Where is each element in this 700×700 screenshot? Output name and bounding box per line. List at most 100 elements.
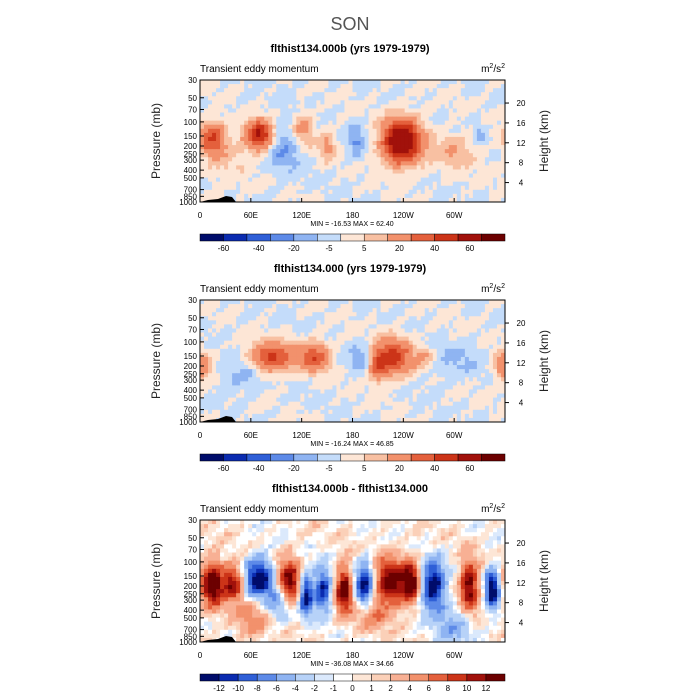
contour-cell	[284, 405, 289, 411]
contour-cell	[360, 520, 365, 525]
contour-cell	[468, 193, 474, 199]
contour-cell	[264, 312, 269, 317]
contour-cell	[492, 528, 498, 533]
left-label: Transient eddy momentum	[200, 504, 319, 515]
contour-cell	[400, 389, 406, 394]
contour-cell	[416, 352, 422, 358]
contour-cell	[488, 397, 494, 403]
contour-cell	[324, 328, 329, 333]
contour-cell	[316, 316, 321, 321]
contour-cell	[228, 149, 233, 154]
contour-cell	[344, 385, 349, 390]
contour-cell	[288, 356, 293, 362]
y2-tick-label: 12	[517, 359, 526, 368]
contour-cell	[384, 136, 390, 142]
contour-cell	[264, 344, 269, 350]
contour-cell	[340, 348, 345, 354]
contour-cell	[228, 324, 233, 329]
contour-cell	[260, 381, 265, 386]
contour-cell	[500, 373, 506, 378]
contour-cell	[472, 173, 478, 178]
contour-cell	[252, 88, 257, 93]
contour-cell	[364, 409, 369, 415]
contour-cell	[356, 320, 361, 325]
contour-cell	[208, 393, 213, 398]
contour-cell	[260, 304, 265, 309]
contour-cell	[416, 177, 422, 183]
contour-cell	[328, 336, 333, 342]
contour-cell	[336, 173, 341, 178]
contour-cell	[444, 100, 450, 105]
contour-cell	[404, 153, 410, 158]
contour-cell	[212, 136, 217, 142]
contour-cell	[272, 88, 277, 93]
contour-cell	[404, 157, 410, 162]
contour-cell	[448, 193, 454, 199]
contour-cell	[388, 528, 394, 533]
contour-cell	[480, 381, 486, 386]
contour-cell	[392, 320, 398, 325]
contour-cell	[396, 80, 402, 85]
contour-cell	[484, 92, 490, 97]
contour-cell	[452, 320, 458, 325]
contour-cell	[208, 173, 213, 178]
contour-cell	[216, 300, 221, 305]
contour-cell	[400, 336, 406, 342]
contour-cell	[256, 112, 261, 117]
contour-cell	[220, 116, 225, 122]
contour-cell	[284, 108, 289, 113]
contour-cell	[212, 132, 217, 138]
contour-cell	[348, 132, 353, 138]
contour-cell	[388, 413, 394, 419]
contour-cell	[232, 173, 237, 178]
contour-cell	[500, 312, 506, 317]
contour-cell	[328, 149, 333, 154]
contour-cell	[408, 316, 414, 321]
contour-cell	[256, 409, 261, 415]
contour-cell	[348, 120, 353, 126]
contour-cell	[372, 173, 377, 178]
contour-cell	[384, 365, 390, 370]
contour-cell	[252, 165, 257, 170]
contour-cell	[316, 92, 321, 97]
contour-cell	[244, 88, 249, 93]
contour-cell	[244, 528, 249, 533]
contour-cell	[328, 132, 333, 138]
contour-cell	[440, 352, 446, 358]
contour-cell	[316, 361, 321, 366]
contour-cell	[424, 116, 430, 122]
contour-cell	[200, 185, 205, 191]
contour-cell	[340, 393, 345, 398]
contour-cell	[436, 96, 442, 101]
contour-cell	[224, 389, 229, 394]
contour-cell	[492, 161, 498, 166]
contour-cell	[452, 385, 458, 390]
contour-cell	[252, 108, 257, 113]
contour-cell	[292, 352, 297, 358]
contour-cell	[300, 409, 305, 415]
x-tick-label: 120E	[292, 211, 311, 220]
contour-cell	[280, 169, 285, 174]
contour-cell	[352, 332, 357, 337]
contour-cell	[448, 365, 454, 370]
contour-cell	[484, 381, 490, 386]
contour-cell	[220, 324, 225, 329]
contour-cell	[448, 340, 454, 346]
contour-cell	[320, 145, 325, 150]
contour-cell	[460, 336, 466, 342]
contour-cell	[220, 104, 225, 109]
contour-cell	[496, 520, 502, 525]
contour-cell	[436, 385, 442, 390]
contour-cell	[220, 96, 225, 101]
contour-cell	[372, 520, 377, 525]
contour-cell	[244, 157, 249, 162]
contour-cell	[208, 369, 213, 374]
contour-cell	[416, 316, 422, 321]
contour-cell	[368, 88, 373, 93]
contour-cell	[412, 88, 418, 93]
contour-cell	[456, 300, 462, 305]
contour-cell	[412, 165, 418, 170]
contour-cell	[340, 373, 345, 378]
contour-cell	[240, 356, 245, 362]
contour-cell	[428, 120, 434, 126]
